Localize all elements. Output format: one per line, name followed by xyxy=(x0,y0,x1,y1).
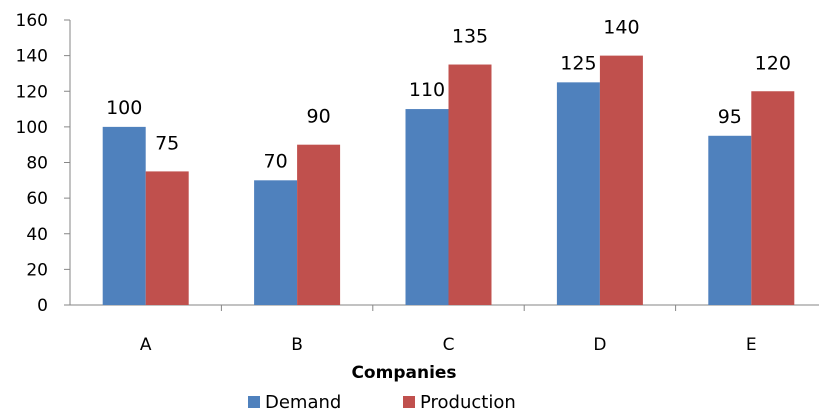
y-tick-label: 60 xyxy=(26,189,48,209)
data-label: 110 xyxy=(409,79,445,101)
bar-production xyxy=(751,91,795,305)
data-label: 75 xyxy=(155,132,179,154)
bar-demand xyxy=(708,135,752,305)
data-label: 70 xyxy=(264,150,288,172)
bar-demand xyxy=(102,126,146,305)
legend-label: Production xyxy=(420,392,516,413)
y-tick-label: 120 xyxy=(16,82,48,102)
x-tick-label: D xyxy=(593,335,606,355)
x-tick-label: C xyxy=(443,335,455,355)
bar-production xyxy=(448,64,492,305)
y-tick-label: 20 xyxy=(26,260,48,280)
x-tick-label: E xyxy=(746,335,757,355)
legend-swatch-production xyxy=(403,396,415,408)
y-tick-label: 0 xyxy=(37,296,48,316)
data-label: 90 xyxy=(307,106,331,128)
y-tick-label: 160 xyxy=(16,11,48,31)
data-label: 120 xyxy=(755,52,791,74)
y-axis: 0 20 40 60 80 100 120 140 160 xyxy=(16,11,71,316)
x-axis-title: Companies xyxy=(351,363,456,383)
y-tick-label: 80 xyxy=(26,154,48,174)
bar-production xyxy=(297,144,341,305)
data-label: 95 xyxy=(718,106,742,128)
data-label: 140 xyxy=(603,17,639,39)
data-labels: 100 75 70 90 110 135 125 140 95 120 xyxy=(106,17,791,173)
data-label: 100 xyxy=(106,97,142,119)
legend: Demand Production xyxy=(248,392,516,413)
y-tick-label: 140 xyxy=(16,47,48,67)
bar-demand xyxy=(254,180,298,305)
bar-production xyxy=(145,171,189,305)
x-tick-label: B xyxy=(291,335,303,355)
legend-swatch-demand xyxy=(248,396,260,408)
bar-production xyxy=(599,55,643,305)
data-label: 135 xyxy=(452,26,488,48)
x-tick-label: A xyxy=(140,335,152,355)
bar-demand xyxy=(405,109,449,305)
bars xyxy=(102,55,795,305)
x-axis: A B C D E xyxy=(70,304,819,355)
data-label: 125 xyxy=(560,52,596,74)
legend-label: Demand xyxy=(265,392,341,413)
bar-demand xyxy=(556,82,600,305)
y-tick-label: 100 xyxy=(16,118,48,138)
y-tick-label: 40 xyxy=(26,225,48,245)
